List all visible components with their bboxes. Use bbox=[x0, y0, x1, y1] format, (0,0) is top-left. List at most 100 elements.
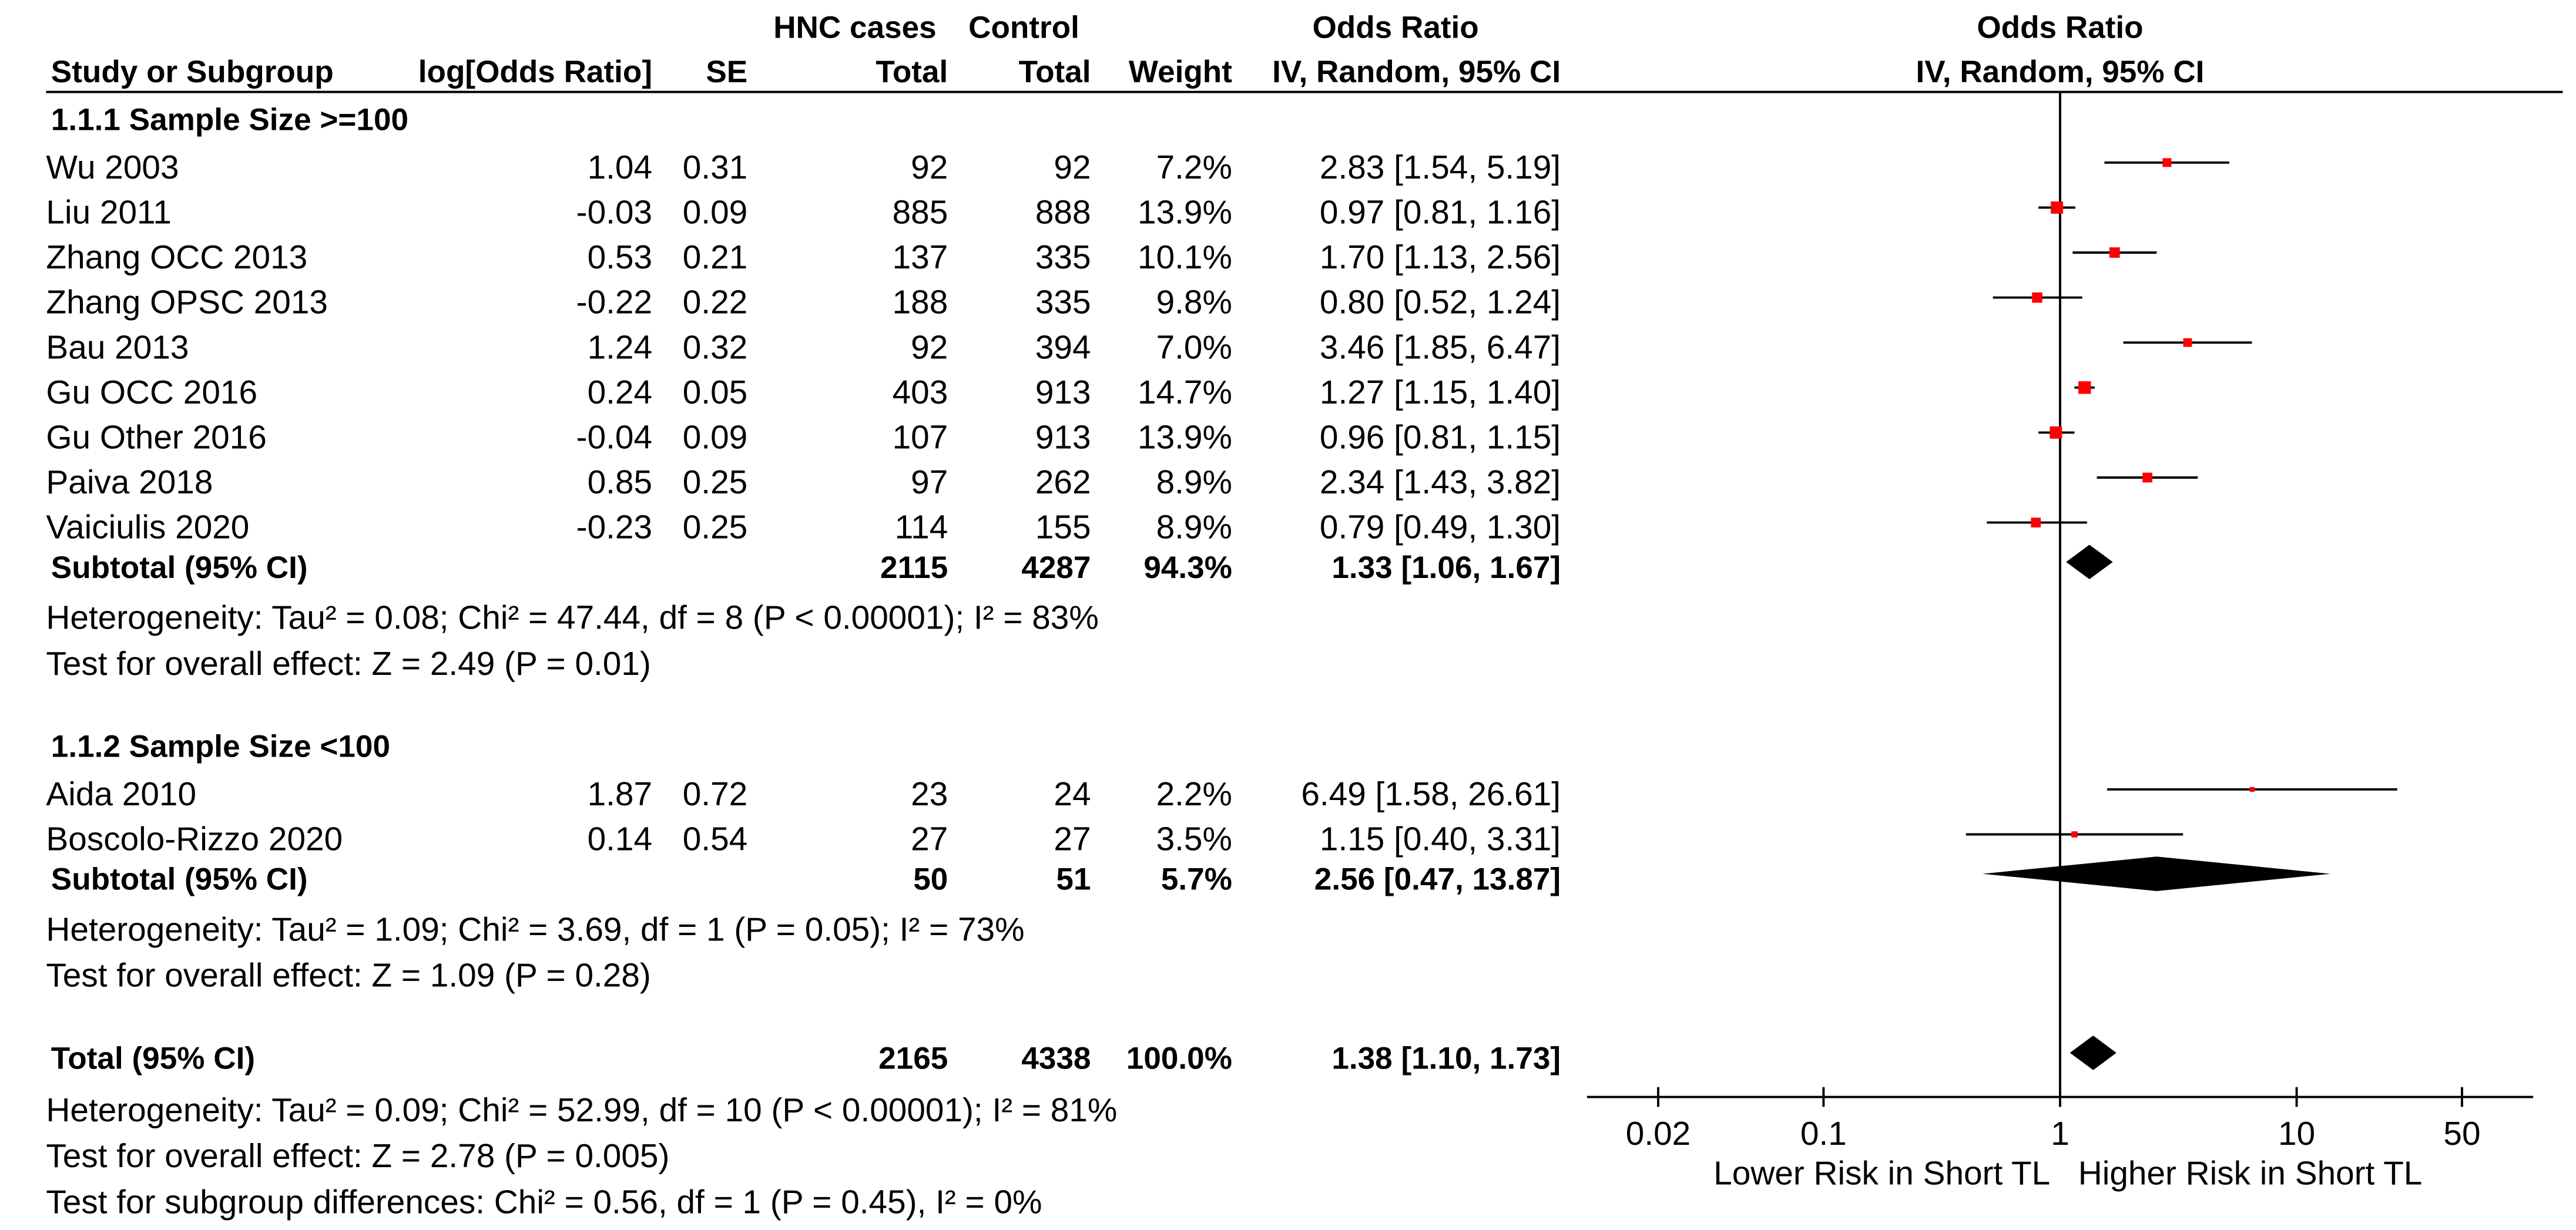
overall-effect-text: Test for overall effect: Z = 1.09 (P = 0… bbox=[46, 957, 650, 994]
table-header: HNC cases Control Odds Ratio Study or Su… bbox=[46, 10, 2563, 93]
log-or-value: 0.53 bbox=[588, 239, 652, 276]
subtotal-control-total: 4287 bbox=[1021, 550, 1091, 585]
point-estimate-square bbox=[2051, 201, 2064, 214]
hnc-total-value: 885 bbox=[893, 194, 948, 231]
ci-value: 0.79 [0.49, 1.30] bbox=[1320, 509, 1561, 546]
study-name: Paiva 2018 bbox=[46, 464, 213, 501]
control-group-header: Control bbox=[968, 10, 1079, 45]
ci-value: 0.97 [0.81, 1.16] bbox=[1320, 194, 1561, 231]
heterogeneity-text: Heterogeneity: Tau² = 0.08; Chi² = 47.44… bbox=[46, 599, 1098, 636]
study-name: Aida 2010 bbox=[46, 776, 196, 813]
se-value: 0.22 bbox=[683, 284, 747, 321]
subtotal-diamond bbox=[1982, 856, 2330, 891]
log-or-value: -0.22 bbox=[576, 284, 652, 321]
hnc-total-value: 137 bbox=[893, 239, 948, 276]
se-value: 0.09 bbox=[683, 194, 747, 231]
weight-value: 8.9% bbox=[1156, 509, 1232, 546]
point-estimate-square bbox=[2050, 426, 2062, 439]
total-row: Total (95% CI) 2165 4338 100.0% 1.38 [1.10, … bbox=[51, 1041, 1561, 1076]
subgroup-differences-text: Test for subgroup differences: Chi² = 0.… bbox=[46, 1184, 1042, 1221]
weight-value: 10.1% bbox=[1138, 239, 1232, 276]
total-label: Total (95% CI) bbox=[51, 1041, 255, 1076]
x-axis-tick-label: 0.1 bbox=[1800, 1115, 1847, 1152]
point-estimate-square bbox=[2032, 292, 2042, 303]
log-or-value: 0.24 bbox=[588, 374, 652, 411]
point-estimate-square bbox=[2078, 381, 2091, 394]
overall-total-block: Total (95% CI) 2165 4338 100.0% 1.38 [1.10, … bbox=[46, 1041, 1561, 1221]
point-estimate-square bbox=[2162, 158, 2172, 167]
study-row: Aida 2010 1.87 0.72 23 24 2.2% 6.49 [1.58, 26.… bbox=[46, 776, 1561, 813]
log-or-value: -0.23 bbox=[576, 509, 652, 546]
log-or-value: -0.03 bbox=[576, 194, 652, 231]
point-estimate-square bbox=[2183, 338, 2192, 347]
ci-value: 0.80 [0.52, 1.24] bbox=[1320, 284, 1561, 321]
subtotal-ci: 1.33 [1.06, 1.67] bbox=[1331, 550, 1561, 585]
study-name: Liu 2011 bbox=[46, 194, 172, 231]
hnc-total-value: 23 bbox=[911, 776, 948, 813]
point-estimate-square bbox=[2031, 517, 2041, 527]
odds-ratio-column-header: Odds Ratio bbox=[1312, 10, 1478, 45]
subtotal-label: Subtotal (95% CI) bbox=[51, 550, 308, 585]
study-table: 1.1.1 Sample Size >=100 Wu 2003 1.04 0.31 92… bbox=[46, 102, 1561, 1221]
study-row: Gu Other 2016 -0.04 0.09 107 913 13.9% 0.96 [0… bbox=[46, 419, 1561, 456]
subtotal-weight: 5.7% bbox=[1161, 862, 1232, 897]
weight-value: 13.9% bbox=[1138, 194, 1232, 231]
subtotal-control-total: 51 bbox=[1056, 862, 1091, 897]
se-value: 0.72 bbox=[683, 776, 747, 813]
study-column-header: Study or Subgroup bbox=[51, 55, 334, 89]
subtotal-row: Subtotal (95% CI) 50 51 5.7% 2.56 [0.47, 13.… bbox=[51, 862, 1561, 897]
log-or-value: 0.14 bbox=[588, 821, 652, 858]
se-value: 0.31 bbox=[683, 149, 747, 186]
forest-plot-area: 0.02 0.1 1 10 50 Lower Risk in Short TL Higher… bbox=[1586, 92, 2534, 1192]
subtotal-weight: 94.3% bbox=[1143, 550, 1232, 585]
control-total-value: 92 bbox=[1054, 149, 1091, 186]
lower-risk-label: Lower Risk in Short TL bbox=[1713, 1155, 2050, 1192]
control-total-value: 262 bbox=[1035, 464, 1091, 501]
ci-value: 1.15 [0.40, 3.31] bbox=[1320, 821, 1561, 858]
point-estimate-square bbox=[2109, 247, 2120, 258]
study-row: Wu 2003 1.04 0.31 92 92 7.2% 2.83 [1.54, 5.19] bbox=[46, 149, 1561, 186]
hnc-total-value: 403 bbox=[893, 374, 948, 411]
se-value: 0.54 bbox=[683, 821, 747, 858]
subtotal-ci: 2.56 [0.47, 13.87] bbox=[1314, 862, 1561, 897]
weight-value: 9.8% bbox=[1156, 284, 1232, 321]
ci-value: 3.46 [1.85, 6.47] bbox=[1320, 329, 1561, 366]
subgroup-block: 1.1.1 Sample Size >=100 Wu 2003 1.04 0.31 92… bbox=[46, 102, 1561, 682]
x-axis-tick-label: 50 bbox=[2443, 1115, 2480, 1152]
control-total-value: 24 bbox=[1054, 776, 1091, 813]
subgroup-title: 1.1.2 Sample Size <100 bbox=[51, 730, 390, 764]
log-or-column-header: log[Odds Ratio] bbox=[418, 55, 652, 89]
hnc-total-value: 97 bbox=[911, 464, 948, 501]
x-axis-tick-label: 10 bbox=[2278, 1115, 2315, 1152]
ci-value: 6.49 [1.58, 26.61] bbox=[1301, 776, 1561, 813]
study-name: Zhang OCC 2013 bbox=[46, 239, 307, 276]
ci-value: 2.83 [1.54, 5.19] bbox=[1320, 149, 1561, 186]
control-total-value: 155 bbox=[1035, 509, 1091, 546]
weight-value: 8.9% bbox=[1156, 464, 1232, 501]
weight-value: 3.5% bbox=[1156, 821, 1232, 858]
weight-value: 2.2% bbox=[1156, 776, 1232, 813]
ci-method-column-header: IV, Random, 95% CI bbox=[1272, 55, 1561, 89]
se-value: 0.25 bbox=[683, 464, 747, 501]
log-or-value: 0.85 bbox=[588, 464, 652, 501]
weight-value: 7.0% bbox=[1156, 329, 1232, 366]
study-row: Gu OCC 2016 0.24 0.05 403 913 14.7% 1.27 [1.15… bbox=[46, 374, 1561, 411]
point-estimate-square bbox=[2071, 831, 2078, 838]
subtotal-diamond bbox=[2066, 545, 2113, 580]
weight-value: 13.9% bbox=[1138, 419, 1232, 456]
se-value: 0.25 bbox=[683, 509, 747, 546]
plot-marks bbox=[1965, 158, 2397, 1070]
log-or-value: -0.04 bbox=[576, 419, 652, 456]
study-name: Boscolo-Rizzo 2020 bbox=[46, 821, 343, 858]
subtotal-hnc-total: 2115 bbox=[880, 550, 948, 585]
hnc-cases-group-header: HNC cases bbox=[773, 10, 937, 45]
study-row: Vaiciulis 2020 -0.23 0.25 114 155 8.9% 0.79 [0… bbox=[46, 509, 1561, 546]
hnc-total-value: 188 bbox=[893, 284, 948, 321]
study-name: Gu OCC 2016 bbox=[46, 374, 257, 411]
total-heterogeneity-text: Heterogeneity: Tau² = 0.09; Chi² = 52.99… bbox=[46, 1092, 1117, 1129]
total-diamond bbox=[2069, 1035, 2117, 1070]
study-row: Zhang OCC 2013 0.53 0.21 137 335 10.1% 1.70 [1… bbox=[46, 239, 1561, 276]
control-total-value: 335 bbox=[1035, 239, 1091, 276]
overall-effect-text: Test for overall effect: Z = 2.49 (P = 0… bbox=[46, 646, 650, 683]
